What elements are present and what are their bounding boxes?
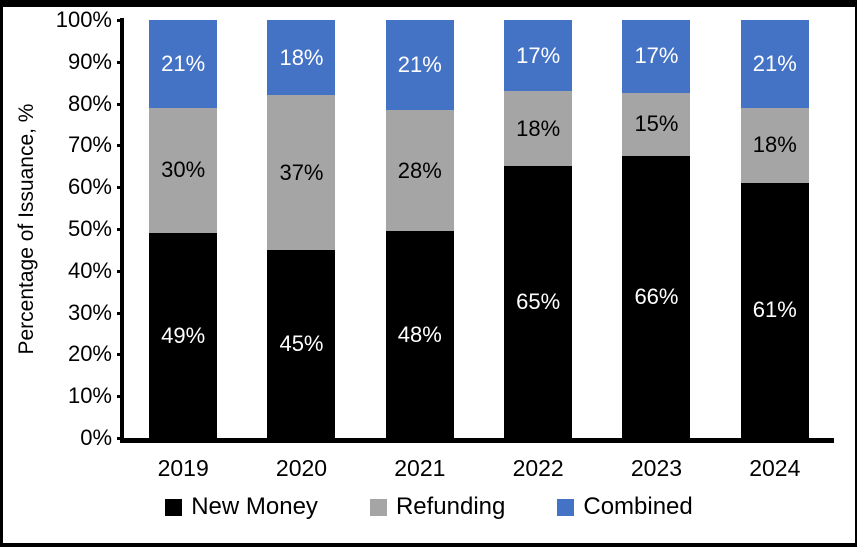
legend-item-combined: Combined (557, 493, 693, 521)
bar-segment-refunding: 28% (385, 110, 454, 232)
y-tick-label: 50% (67, 216, 112, 241)
bar-segment-new-money: 45% (267, 249, 336, 438)
y-tick-label: 60% (67, 174, 112, 200)
bar-segment-refunding: 37% (267, 95, 336, 250)
x-label-2024: 2024 (749, 455, 801, 481)
y-tick-label: 0% (80, 425, 112, 450)
y-axis-line (120, 18, 124, 442)
y-tick-label: 90% (67, 48, 112, 74)
legend-item-refunding: Refunding (369, 493, 506, 521)
legend-item-new-money: New Money (165, 493, 318, 521)
bar-2021: 21% 28% 48% (385, 20, 454, 438)
bar-segment-new-money: 49% (149, 233, 218, 438)
y-tick-label: 40% (67, 257, 112, 283)
legend-swatch-new-money (165, 498, 183, 516)
legend: New Money Refunding Combined (3, 493, 855, 521)
x-label-2023: 2023 (630, 455, 683, 481)
y-tick-label: 20% (67, 341, 112, 367)
bar-segment-new-money: 48% (385, 231, 454, 438)
y-tick-label: 80% (67, 90, 112, 116)
bar-segment-combined: 21% (740, 20, 809, 108)
x-label-2021: 2021 (394, 455, 446, 481)
plot-area: 21% 30% 49% 18% 37% 45% 21% 28% 48% 17% 18% 65% 17% 1… (124, 20, 834, 438)
bar-segment-combined: 17% (622, 20, 691, 93)
bar-segment-new-money: 65% (504, 166, 573, 438)
y-tick-label: 100% (55, 7, 112, 32)
bar-2023: 17% 15% 66% (622, 20, 691, 438)
bar-2024: 21% 18% 61% (740, 20, 809, 438)
x-axis-line (120, 438, 834, 443)
legend-label-refunding: Refunding (395, 493, 506, 520)
bar-2020: 18% 37% 45% (267, 20, 336, 438)
bar-segment-refunding: 18% (740, 107, 809, 183)
bar-segment-combined: 21% (149, 20, 218, 108)
x-label-2022: 2022 (512, 455, 564, 481)
bar-2022: 17% 18% 65% (504, 20, 573, 438)
bar-segment-new-money: 61% (740, 183, 809, 438)
bar-segment-combined: 17% (504, 20, 573, 92)
legend-swatch-refunding (369, 498, 387, 516)
bar-segment-refunding: 30% (149, 107, 218, 234)
bar-segment-refunding: 18% (504, 91, 573, 167)
x-axis-labels: 2019 2020 2021 2022 2023 2024 (124, 455, 834, 482)
bar-segment-combined: 18% (267, 20, 336, 96)
y-axis-ticks: 0% 10% 20% 30% 40% 50% 60% 70% 80% 90% 100% (3, 7, 124, 450)
bar-segment-refunding: 15% (622, 92, 691, 157)
bar-2019: 21% 30% 49% (149, 20, 218, 438)
legend-swatch-combined (557, 498, 575, 516)
x-label-2020: 2020 (275, 455, 328, 481)
legend-label-combined: Combined (583, 493, 693, 520)
legend-label-new-money: New Money (191, 493, 318, 520)
bar-segment-combined: 21% (385, 20, 454, 111)
bar-segment-new-money: 66% (622, 156, 691, 438)
y-tick-label: 10% (67, 383, 112, 409)
y-tick-label: 70% (67, 132, 112, 158)
y-tick-label: 30% (67, 299, 112, 325)
x-label-2019: 2019 (157, 455, 209, 481)
